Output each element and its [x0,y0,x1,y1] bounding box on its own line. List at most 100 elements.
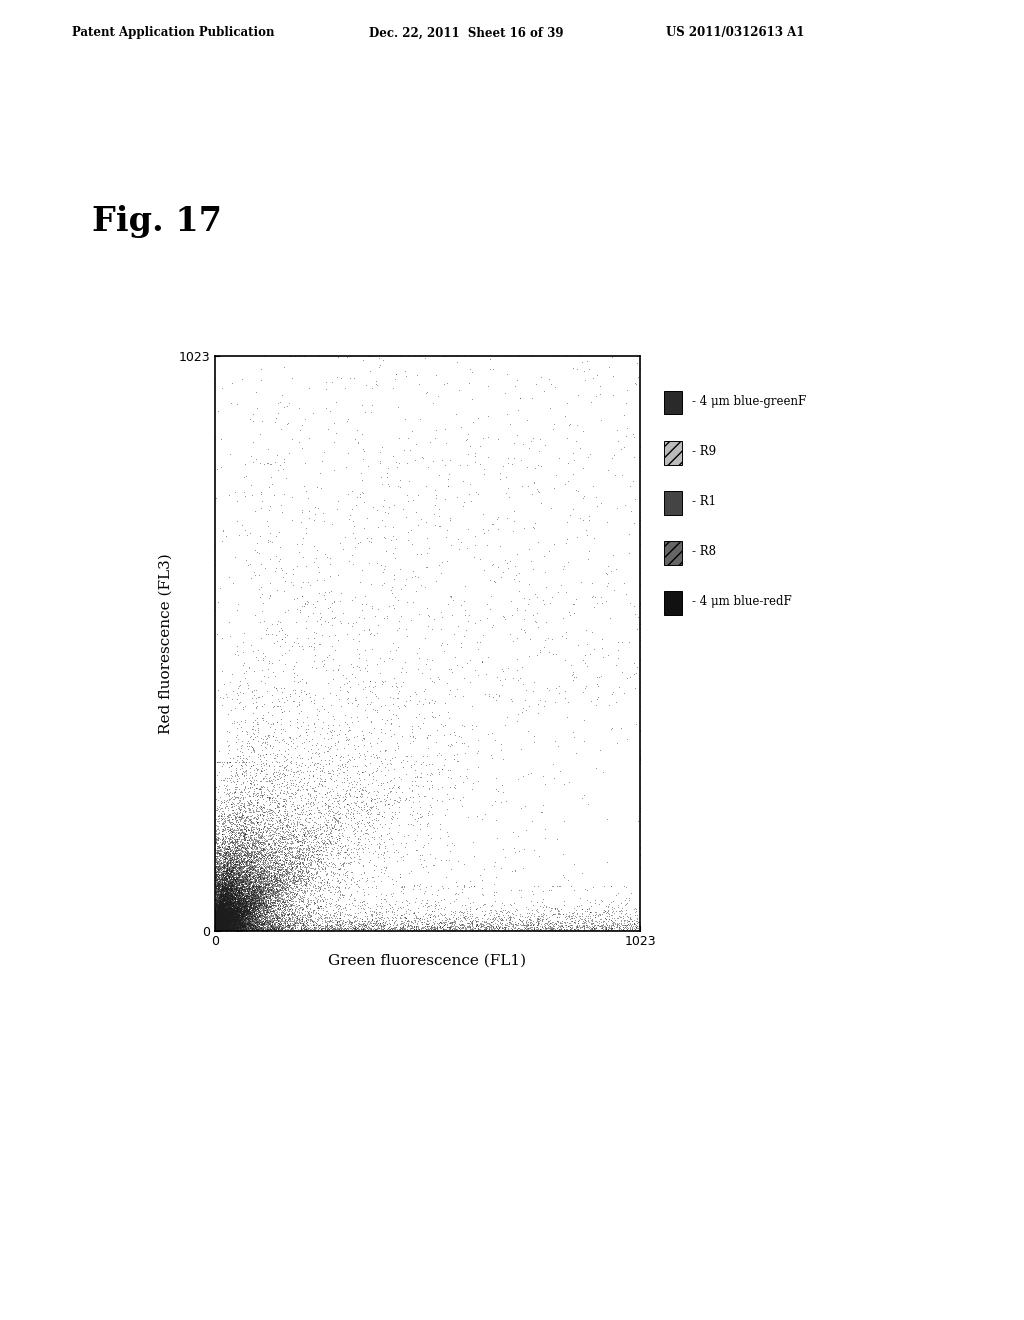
Point [216,874,232,895]
Point [253,840,269,861]
Point [215,880,231,902]
Point [207,920,223,941]
Point [209,920,225,941]
Point [328,744,344,766]
Point [219,840,236,861]
Point [261,917,278,939]
Point [209,894,225,915]
Point [424,917,440,939]
Point [340,681,356,702]
Point [530,920,547,941]
Point [506,917,522,939]
Point [208,919,224,940]
Point [227,906,244,927]
Point [216,883,232,904]
Point [228,846,245,867]
Point [210,915,226,936]
Point [446,776,463,797]
Point [240,837,256,858]
Point [216,917,232,939]
Point [221,767,238,788]
Point [261,847,278,869]
Point [215,902,231,923]
Point [233,894,250,915]
Point [238,903,254,924]
Point [419,816,435,837]
Point [208,919,224,940]
Point [528,645,545,667]
Point [287,770,303,791]
Point [261,895,278,916]
Point [230,911,247,932]
Point [256,873,272,894]
Point [211,895,227,916]
Point [234,884,251,906]
Point [217,915,233,936]
Point [225,866,242,887]
Point [226,870,243,891]
Point [217,920,233,941]
Point [223,814,240,836]
Point [220,849,237,870]
Point [271,878,288,899]
Point [274,904,291,925]
Point [245,874,261,895]
Point [525,919,542,940]
Point [298,909,314,931]
Point [211,912,227,933]
Point [526,920,543,941]
Point [223,847,240,869]
Point [278,733,294,754]
Point [223,909,240,931]
Point [279,865,295,886]
Point [209,915,225,936]
Point [246,896,262,917]
Point [224,866,241,887]
Point [210,886,226,907]
Point [218,876,234,898]
Point [242,874,258,895]
Point [217,891,233,912]
Point [220,734,237,755]
Point [237,890,253,911]
Point [210,915,226,936]
Point [224,907,241,928]
Point [237,900,253,921]
Point [237,912,253,933]
Point [490,906,507,927]
Point [292,855,308,876]
Point [510,915,526,936]
Point [305,916,322,937]
Point [233,751,250,772]
Point [288,898,304,919]
Point [261,888,278,909]
Point [208,916,224,937]
Point [284,915,300,936]
Point [231,915,248,936]
Point [391,907,408,928]
Point [256,816,272,837]
Point [263,713,280,734]
Point [225,904,242,925]
Point [282,843,298,865]
Point [236,915,252,936]
Point [207,920,223,941]
Point [245,898,261,919]
Point [231,746,248,767]
Point [232,671,249,692]
Point [436,915,453,936]
Point [287,847,303,869]
Point [223,899,240,920]
Point [216,903,232,924]
Point [229,913,246,935]
Point [213,888,229,909]
Point [234,903,251,924]
Point [219,911,236,932]
Point [332,913,348,935]
Point [332,719,348,741]
Point [281,875,297,896]
Point [222,919,239,940]
Point [274,828,291,849]
Point [216,896,232,917]
Point [626,913,642,935]
